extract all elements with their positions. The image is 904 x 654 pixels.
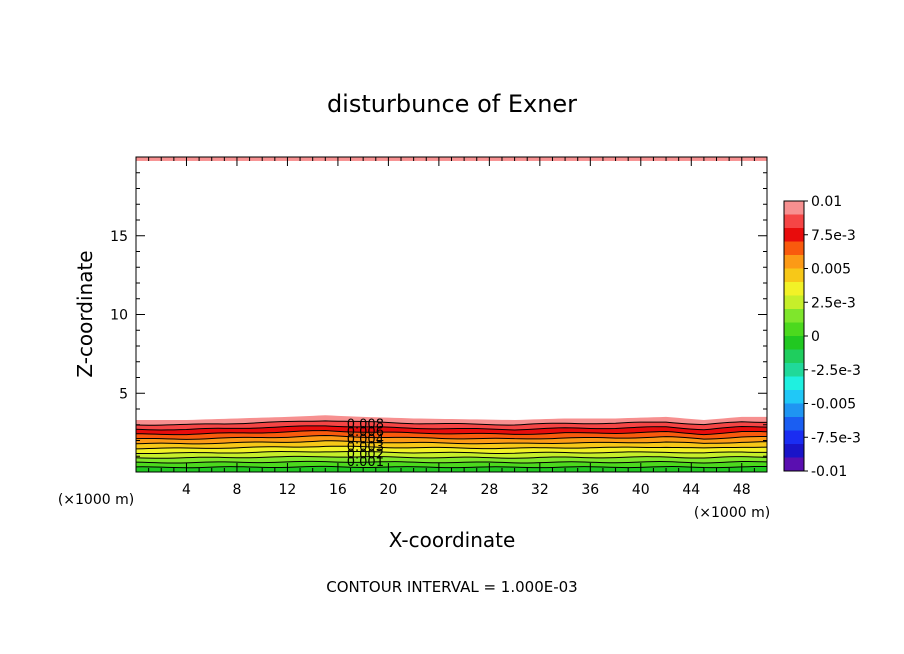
colorbar: 0.01 7.5e-3 0.005 2.5e-3 0 -2.5e-3 -0.005 -7.5e… bbox=[783, 194, 861, 480]
colorbar-swatch bbox=[784, 336, 804, 350]
y-tick-label: 5 bbox=[119, 386, 128, 402]
contour-line bbox=[135, 440, 768, 445]
colorbar-swatch bbox=[784, 241, 804, 256]
x-tick-label: 20 bbox=[379, 482, 397, 498]
colorbar-tick-label: -7.5e-3 bbox=[811, 430, 861, 446]
y-unit-label: (×1000 m) bbox=[58, 492, 134, 508]
contour-label: 0.002 bbox=[347, 447, 384, 462]
contour-line bbox=[135, 460, 768, 464]
colorbar-swatch bbox=[784, 430, 804, 445]
colorbar-swatch bbox=[784, 268, 804, 283]
contour-label: 0.008 bbox=[347, 418, 384, 433]
contour-label: 0.003 bbox=[347, 440, 384, 455]
x-tick-label: 40 bbox=[632, 482, 650, 498]
colorbar-swatch bbox=[784, 444, 804, 458]
contour-line bbox=[135, 465, 768, 469]
colorbar-swatch bbox=[784, 390, 804, 404]
contour-line bbox=[135, 450, 768, 455]
chart-title: disturbunce of Exner bbox=[327, 90, 577, 118]
y-axis-label: Z-coordinate bbox=[73, 250, 97, 377]
contour-interval-note: CONTOUR INTERVAL = 1.000E-03 bbox=[326, 578, 577, 596]
contour-label: 0.006 bbox=[347, 425, 384, 440]
contour-line bbox=[135, 430, 768, 436]
x-tick-label: 12 bbox=[279, 482, 297, 498]
colorbar-tick-label: -0.01 bbox=[811, 464, 847, 480]
y-tick-label: 15 bbox=[110, 229, 128, 245]
x-tick-label: 32 bbox=[531, 482, 549, 498]
colorbar-swatch bbox=[784, 457, 804, 472]
colorbar-tick-label: -0.005 bbox=[811, 397, 856, 413]
x-tick-label: 24 bbox=[430, 482, 448, 498]
colorbar-swatch bbox=[784, 201, 804, 215]
contour-line bbox=[135, 434, 768, 440]
x-unit-label: (×1000 m) bbox=[694, 505, 770, 521]
colorbar-swatch bbox=[784, 376, 804, 391]
colorbar-swatch bbox=[784, 349, 804, 364]
colorbar-swatch bbox=[784, 322, 804, 337]
colorbar-swatch bbox=[784, 417, 804, 431]
colorbar-tick-label: 0.01 bbox=[811, 194, 842, 210]
contour-line bbox=[135, 445, 768, 450]
contour-line bbox=[135, 420, 768, 426]
x-tick-label: 44 bbox=[682, 482, 700, 498]
x-tick-label: 28 bbox=[480, 482, 498, 498]
contour-label: 0.004 bbox=[347, 433, 384, 448]
y-tick-label: 10 bbox=[110, 308, 128, 324]
colorbar-tick-label: 0.005 bbox=[811, 262, 851, 278]
x-tick-label: 4 bbox=[182, 482, 191, 498]
colorbar-swatch bbox=[784, 214, 804, 229]
colorbar-tick-label: 7.5e-3 bbox=[811, 228, 856, 244]
colorbar-swatch bbox=[784, 295, 804, 310]
contour-line bbox=[135, 425, 768, 431]
colorbar-swatch bbox=[784, 403, 804, 418]
colorbar-tick-label: 0 bbox=[811, 329, 820, 345]
colorbar-tick-label: -2.5e-3 bbox=[811, 363, 861, 379]
contour-line bbox=[135, 455, 768, 459]
colorbar-swatch bbox=[784, 282, 804, 296]
colorbar-swatch bbox=[784, 228, 804, 242]
x-tick-label: 48 bbox=[733, 482, 751, 498]
x-tick-label: 16 bbox=[329, 482, 347, 498]
colorbar-swatch bbox=[784, 255, 804, 269]
x-tick-label: 36 bbox=[581, 482, 599, 498]
colorbar-swatch bbox=[784, 309, 804, 323]
x-tick-label: 8 bbox=[232, 482, 241, 498]
contour-label: 0.001 bbox=[347, 455, 384, 470]
x-axis-label: X-coordinate bbox=[389, 528, 516, 552]
colorbar-swatch bbox=[784, 363, 804, 377]
colorbar-tick-label: 2.5e-3 bbox=[811, 295, 856, 311]
